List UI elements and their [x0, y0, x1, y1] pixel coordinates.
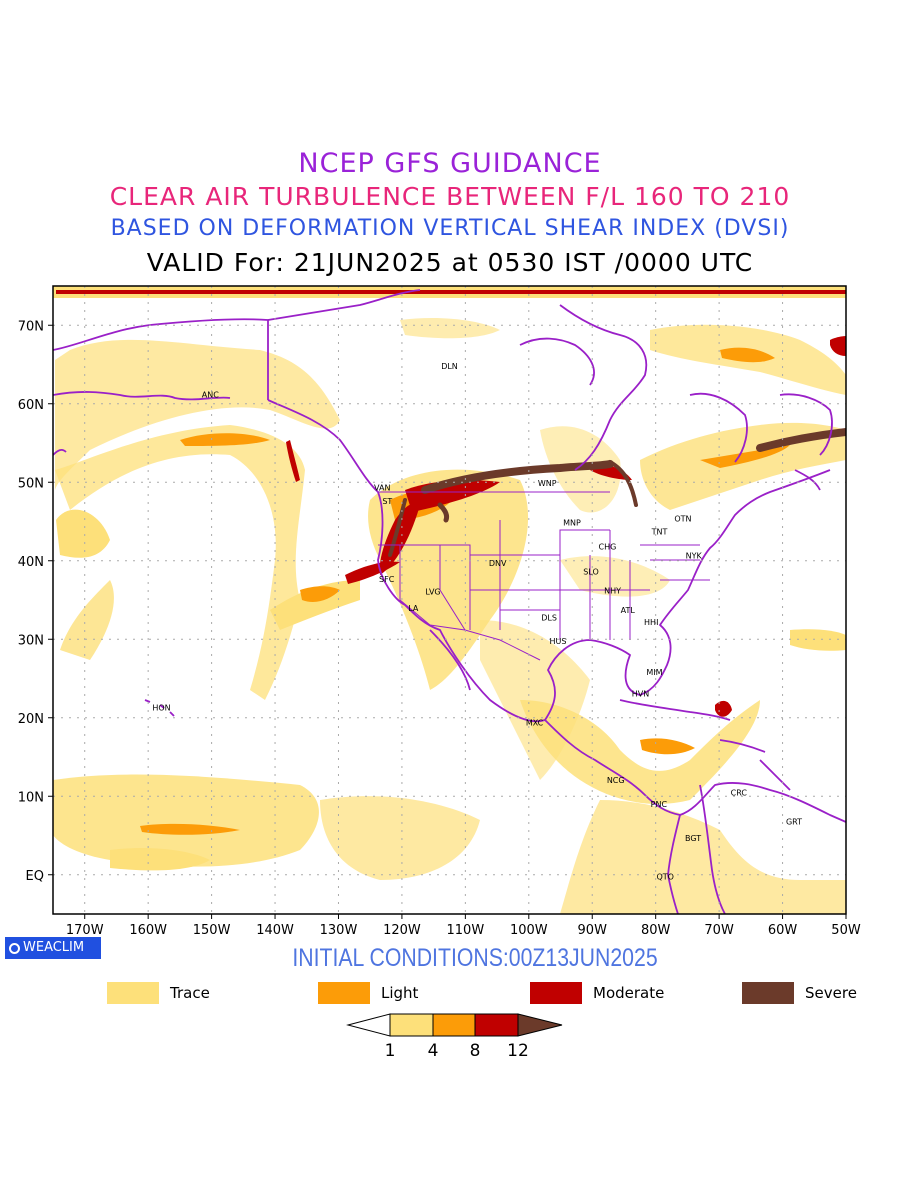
- cbar-tick-1: 1: [385, 1041, 396, 1061]
- station-label: ATL: [621, 606, 636, 615]
- legend-moderate-label: Moderate: [593, 984, 665, 1002]
- political-borders: [378, 491, 710, 661]
- lon-tick-label: 60W: [768, 923, 798, 938]
- cbar-seg-moderate: [474, 1013, 519, 1037]
- initial-conditions: INITIAL CONDITIONS:00Z13JUN2025: [292, 944, 658, 972]
- station-label: NYK: [686, 551, 703, 560]
- station-labels: DLN ANC VAN ST WNP MNP TNT OTN CHG NYK DNV SFC SLO LV…: [152, 362, 802, 881]
- station-label: TNT: [651, 528, 668, 537]
- station-label: ST: [382, 497, 392, 506]
- graticule: [53, 286, 847, 914]
- lon-tick-label: 110W: [447, 923, 485, 938]
- cbar-tick-4: 4: [428, 1041, 439, 1061]
- lat-tick-label: 10N: [18, 790, 44, 805]
- station-label: DNV: [489, 559, 507, 568]
- cbar-under-arrow: [346, 1013, 391, 1037]
- station-label: SLO: [583, 568, 599, 577]
- lat-tick-label: 60N: [18, 398, 44, 413]
- lon-tick-label: 90W: [578, 923, 608, 938]
- station-label: LA: [408, 604, 419, 613]
- lon-tick-label: 170W: [66, 923, 104, 938]
- station-label: MNP: [563, 518, 581, 527]
- station-label: DLS: [541, 613, 557, 622]
- station-label: CHG: [599, 543, 617, 552]
- lat-tick-label: EQ: [26, 869, 44, 884]
- legend-light-label: Light: [381, 984, 419, 1002]
- station-label: BGT: [685, 834, 701, 843]
- legend-light-swatch: [318, 982, 370, 1004]
- severe-regions: [388, 428, 846, 557]
- legend-severe-swatch: [742, 982, 794, 1004]
- turbulence-map: DLN ANC VAN ST WNP MNP TNT OTN CHG NYK DNV SFC SLO LV…: [18, 285, 861, 938]
- lat-tick-label: 40N: [18, 555, 44, 570]
- lon-tick-label: 150W: [193, 923, 231, 938]
- weaclim-logo: WEACLIM: [5, 937, 101, 959]
- station-label: QTO: [656, 872, 673, 881]
- station-label: NHY: [604, 587, 621, 596]
- cbar-tick-12: 12: [507, 1041, 529, 1061]
- station-label: HHI: [644, 618, 658, 627]
- station-label: VAN: [374, 484, 390, 493]
- weaclim-label: WEACLIM: [23, 940, 85, 955]
- station-label: SFC: [379, 575, 395, 584]
- legend-trace-label: Trace: [170, 984, 210, 1002]
- station-label: WNP: [538, 479, 557, 488]
- lat-tick-label: 30N: [18, 633, 44, 648]
- station-label: LVG: [425, 587, 440, 596]
- lon-tick-label: 140W: [256, 923, 294, 938]
- station-label: DLN: [441, 362, 458, 371]
- station-label: NCG: [607, 776, 625, 785]
- lon-tick-label: 70W: [704, 923, 734, 938]
- cbar-over-arrow: [517, 1013, 563, 1037]
- lon-tick-label: 50W: [831, 923, 861, 938]
- station-label: GRT: [786, 817, 802, 826]
- station-label: CRC: [731, 788, 748, 797]
- lon-tick-label: 80W: [641, 923, 671, 938]
- station-label: HON: [152, 704, 170, 713]
- title-model: NCEP GFS GUIDANCE: [298, 148, 602, 179]
- station-label: OTN: [674, 514, 691, 523]
- legend-severe-label: Severe: [805, 984, 857, 1002]
- lat-tick-label: 70N: [18, 319, 44, 334]
- lon-tick-label: 120W: [383, 923, 421, 938]
- legend-moderate-swatch: [530, 982, 582, 1004]
- color-bar: 1 4 8 12: [346, 1013, 563, 1061]
- station-label: PNC: [651, 800, 668, 809]
- title-valid-time: VALID For: 21JUN2025 at 0530 IST /0000 U…: [146, 248, 754, 277]
- cbar-seg-trace: [389, 1013, 434, 1037]
- lon-tick-label: 130W: [320, 923, 358, 938]
- lat-tick-label: 50N: [18, 476, 44, 491]
- lat-tick-label: 20N: [18, 712, 44, 727]
- title-method: BASED ON DEFORMATION VERTICAL SHEAR INDE…: [110, 216, 790, 241]
- cbar-seg-light: [432, 1013, 476, 1037]
- station-label: MIM: [646, 668, 662, 677]
- station-label: MXC: [526, 718, 544, 727]
- title-product: CLEAR AIR TURBULENCE BETWEEN F/L 160 TO …: [109, 182, 791, 211]
- lon-tick-label: 160W: [129, 923, 167, 938]
- station-label: HUS: [550, 637, 567, 646]
- cbar-tick-8: 8: [470, 1041, 481, 1061]
- map-frame: [52, 285, 847, 915]
- circle-logo-icon: [9, 943, 20, 954]
- legend-trace-swatch: [107, 982, 159, 1004]
- station-label: ANC: [202, 390, 219, 399]
- axis-labels: 170W 160W 150W 140W 130W 120W 110W 100W 90W 80W 70…: [18, 319, 861, 938]
- lon-tick-label: 100W: [510, 923, 548, 938]
- station-label: HVN: [632, 689, 649, 698]
